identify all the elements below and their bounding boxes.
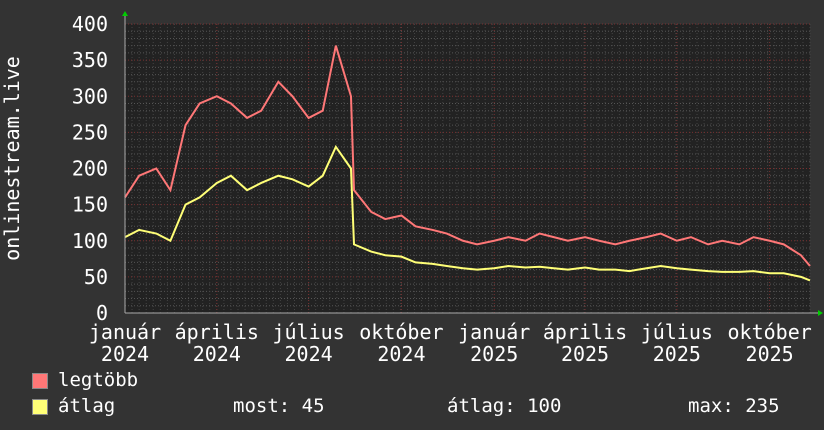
legend-label-max: legtöbb <box>58 369 139 391</box>
series-line-avg <box>124 144 811 282</box>
y-tick-label: 350 <box>72 48 108 72</box>
x-tick-label: július 2024 <box>272 320 344 366</box>
x-tick-label: július 2025 <box>641 320 713 366</box>
y-tick-label: 400 <box>72 12 108 36</box>
stat-average: átlag: 100 <box>447 395 562 417</box>
legend-swatch-max <box>32 373 48 389</box>
series-line-max <box>124 45 811 267</box>
y-axis-arrow <box>122 11 128 16</box>
y-tick-label: 250 <box>72 120 108 144</box>
x-tick-label: október 2024 <box>359 320 443 366</box>
x-tick-label: április 2024 <box>175 320 259 366</box>
x-axis-arrow <box>818 310 823 316</box>
stat-current: most: 45 <box>233 395 325 417</box>
y-tick-label: 300 <box>72 84 108 108</box>
x-tick-label: október 2025 <box>727 320 811 366</box>
y-tick-label: 0 <box>96 301 108 325</box>
legend-swatch-avg <box>32 399 48 415</box>
y-tick-label: 150 <box>72 193 108 217</box>
chart: 0 50 100 150 200 250 300 350 400 január 2024 áprili… <box>0 11 823 366</box>
y-axis-label: onlinestream.live <box>0 56 24 261</box>
y-tick-label: 50 <box>84 265 108 289</box>
x-tick-label: január 2025 <box>458 320 530 366</box>
x-tick-label: április 2025 <box>543 320 627 366</box>
legend-label-avg: átlag <box>58 395 116 417</box>
stat-max: max: 235 <box>688 395 780 417</box>
y-tick-label: 200 <box>72 157 108 181</box>
x-tick-label: január 2024 <box>89 320 161 366</box>
y-tick-label: 100 <box>72 229 108 253</box>
